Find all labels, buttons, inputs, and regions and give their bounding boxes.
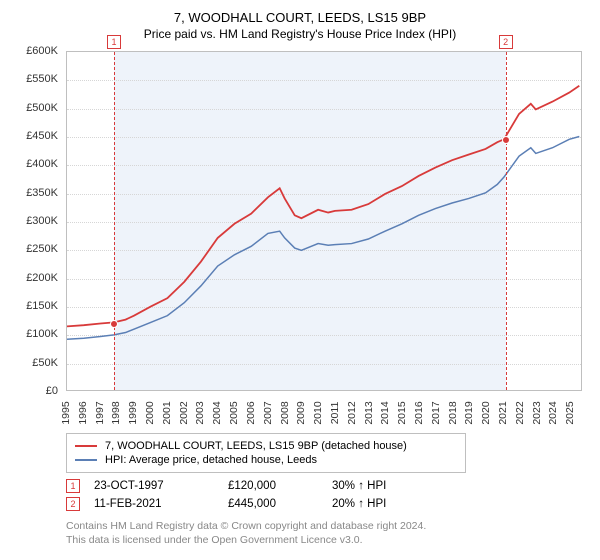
sale-row: 2 11-FEB-2021 £445,000 20% ↑ HPI bbox=[66, 497, 588, 511]
y-axis-label: £200K bbox=[26, 272, 58, 284]
x-axis-label: 2021 bbox=[497, 401, 509, 424]
x-axis-label: 2023 bbox=[531, 401, 543, 424]
x-axis-label: 2011 bbox=[329, 402, 341, 425]
legend-item: 7, WOODHALL COURT, LEEDS, LS15 9BP (deta… bbox=[75, 439, 457, 453]
plot-area: 12 bbox=[66, 51, 582, 391]
x-axis-label: 2019 bbox=[463, 401, 475, 424]
y-axis-label: £400K bbox=[26, 158, 58, 170]
y-axis-label: £150K bbox=[26, 300, 58, 312]
legend-item: HPI: Average price, detached house, Leed… bbox=[75, 453, 457, 467]
x-axis-label: 2014 bbox=[379, 401, 391, 424]
sale-pct: 20% ↑ HPI bbox=[332, 498, 422, 510]
x-axis-label: 2024 bbox=[547, 401, 559, 424]
legend-swatch bbox=[75, 459, 97, 461]
y-axis-label: £350K bbox=[26, 187, 58, 199]
legend-swatch bbox=[75, 445, 97, 447]
y-axis-label: £600K bbox=[26, 45, 58, 57]
sale-marker: 2 bbox=[66, 497, 80, 511]
x-axis-label: 2009 bbox=[295, 401, 307, 424]
legend-label: 7, WOODHALL COURT, LEEDS, LS15 9BP (deta… bbox=[105, 440, 407, 452]
x-axis-label: 2007 bbox=[262, 401, 274, 424]
x-axis-label: 1999 bbox=[127, 401, 139, 424]
footer-line1: Contains HM Land Registry data © Crown c… bbox=[66, 519, 588, 533]
event-vline bbox=[506, 52, 507, 390]
legend-label: HPI: Average price, detached house, Leed… bbox=[105, 454, 317, 466]
sale-pct: 30% ↑ HPI bbox=[332, 480, 422, 492]
sale-date: 11-FEB-2021 bbox=[94, 498, 214, 510]
event-vline bbox=[114, 52, 115, 390]
y-axis-label: £550K bbox=[26, 73, 58, 85]
line-svg bbox=[67, 52, 581, 390]
title-address: 7, WOODHALL COURT, LEEDS, LS15 9BP bbox=[12, 10, 588, 25]
sale-row: 1 23-OCT-1997 £120,000 30% ↑ HPI bbox=[66, 479, 588, 493]
x-axis-label: 2004 bbox=[211, 401, 223, 424]
x-axis-label: 1996 bbox=[77, 401, 89, 424]
x-axis-label: 2018 bbox=[447, 401, 459, 424]
event-marker: 2 bbox=[499, 35, 513, 49]
sale-marker: 1 bbox=[66, 479, 80, 493]
chart-area: 12 £0 £50K £100K £150K £200K £250K £300K £350K £… bbox=[12, 47, 588, 427]
x-axis-label: 2002 bbox=[178, 401, 190, 424]
x-axis-label: 2006 bbox=[245, 401, 257, 424]
x-axis-label: 2012 bbox=[346, 401, 358, 424]
x-axis-label: 2020 bbox=[480, 401, 492, 424]
footer-line2: This data is licensed under the Open Gov… bbox=[66, 533, 588, 547]
chart-container: 7, WOODHALL COURT, LEEDS, LS15 9BP Price… bbox=[0, 0, 600, 560]
y-axis-label: £450K bbox=[26, 130, 58, 142]
x-axis-label: 2008 bbox=[279, 401, 291, 424]
x-axis-label: 2017 bbox=[430, 401, 442, 424]
sales-table: 1 23-OCT-1997 £120,000 30% ↑ HPI 2 11-FEB-202… bbox=[12, 479, 588, 511]
x-axis-label: 2013 bbox=[363, 401, 375, 424]
x-axis-label: 2015 bbox=[396, 401, 408, 424]
y-axis-label: £250K bbox=[26, 243, 58, 255]
x-axis-label: 2010 bbox=[312, 401, 324, 424]
event-point bbox=[110, 320, 118, 328]
y-axis-label: £300K bbox=[26, 215, 58, 227]
x-axis-label: 2003 bbox=[194, 401, 206, 424]
x-axis-label: 1998 bbox=[110, 401, 122, 424]
y-axis-label: £100K bbox=[26, 328, 58, 340]
series-line-property bbox=[67, 86, 579, 327]
x-axis-label: 2025 bbox=[564, 401, 576, 424]
y-axis-label: £50K bbox=[32, 357, 58, 369]
series-line-hpi bbox=[67, 137, 579, 340]
footer-note: Contains HM Land Registry data © Crown c… bbox=[66, 519, 588, 547]
x-axis-label: 2000 bbox=[144, 401, 156, 424]
sale-price: £445,000 bbox=[228, 498, 318, 510]
x-axis-label: 2001 bbox=[161, 401, 173, 424]
sale-date: 23-OCT-1997 bbox=[94, 480, 214, 492]
x-axis-label: 1997 bbox=[94, 401, 106, 424]
x-axis-label: 2005 bbox=[228, 401, 240, 424]
y-axis-label: £0 bbox=[46, 385, 58, 397]
y-axis-label: £500K bbox=[26, 102, 58, 114]
x-axis-label: 2016 bbox=[413, 401, 425, 424]
x-axis-label: 2022 bbox=[514, 401, 526, 424]
x-axis-label: 1995 bbox=[60, 401, 72, 424]
event-marker: 1 bbox=[107, 35, 121, 49]
legend-box: 7, WOODHALL COURT, LEEDS, LS15 9BP (deta… bbox=[66, 433, 466, 473]
event-point bbox=[502, 136, 510, 144]
sale-price: £120,000 bbox=[228, 480, 318, 492]
